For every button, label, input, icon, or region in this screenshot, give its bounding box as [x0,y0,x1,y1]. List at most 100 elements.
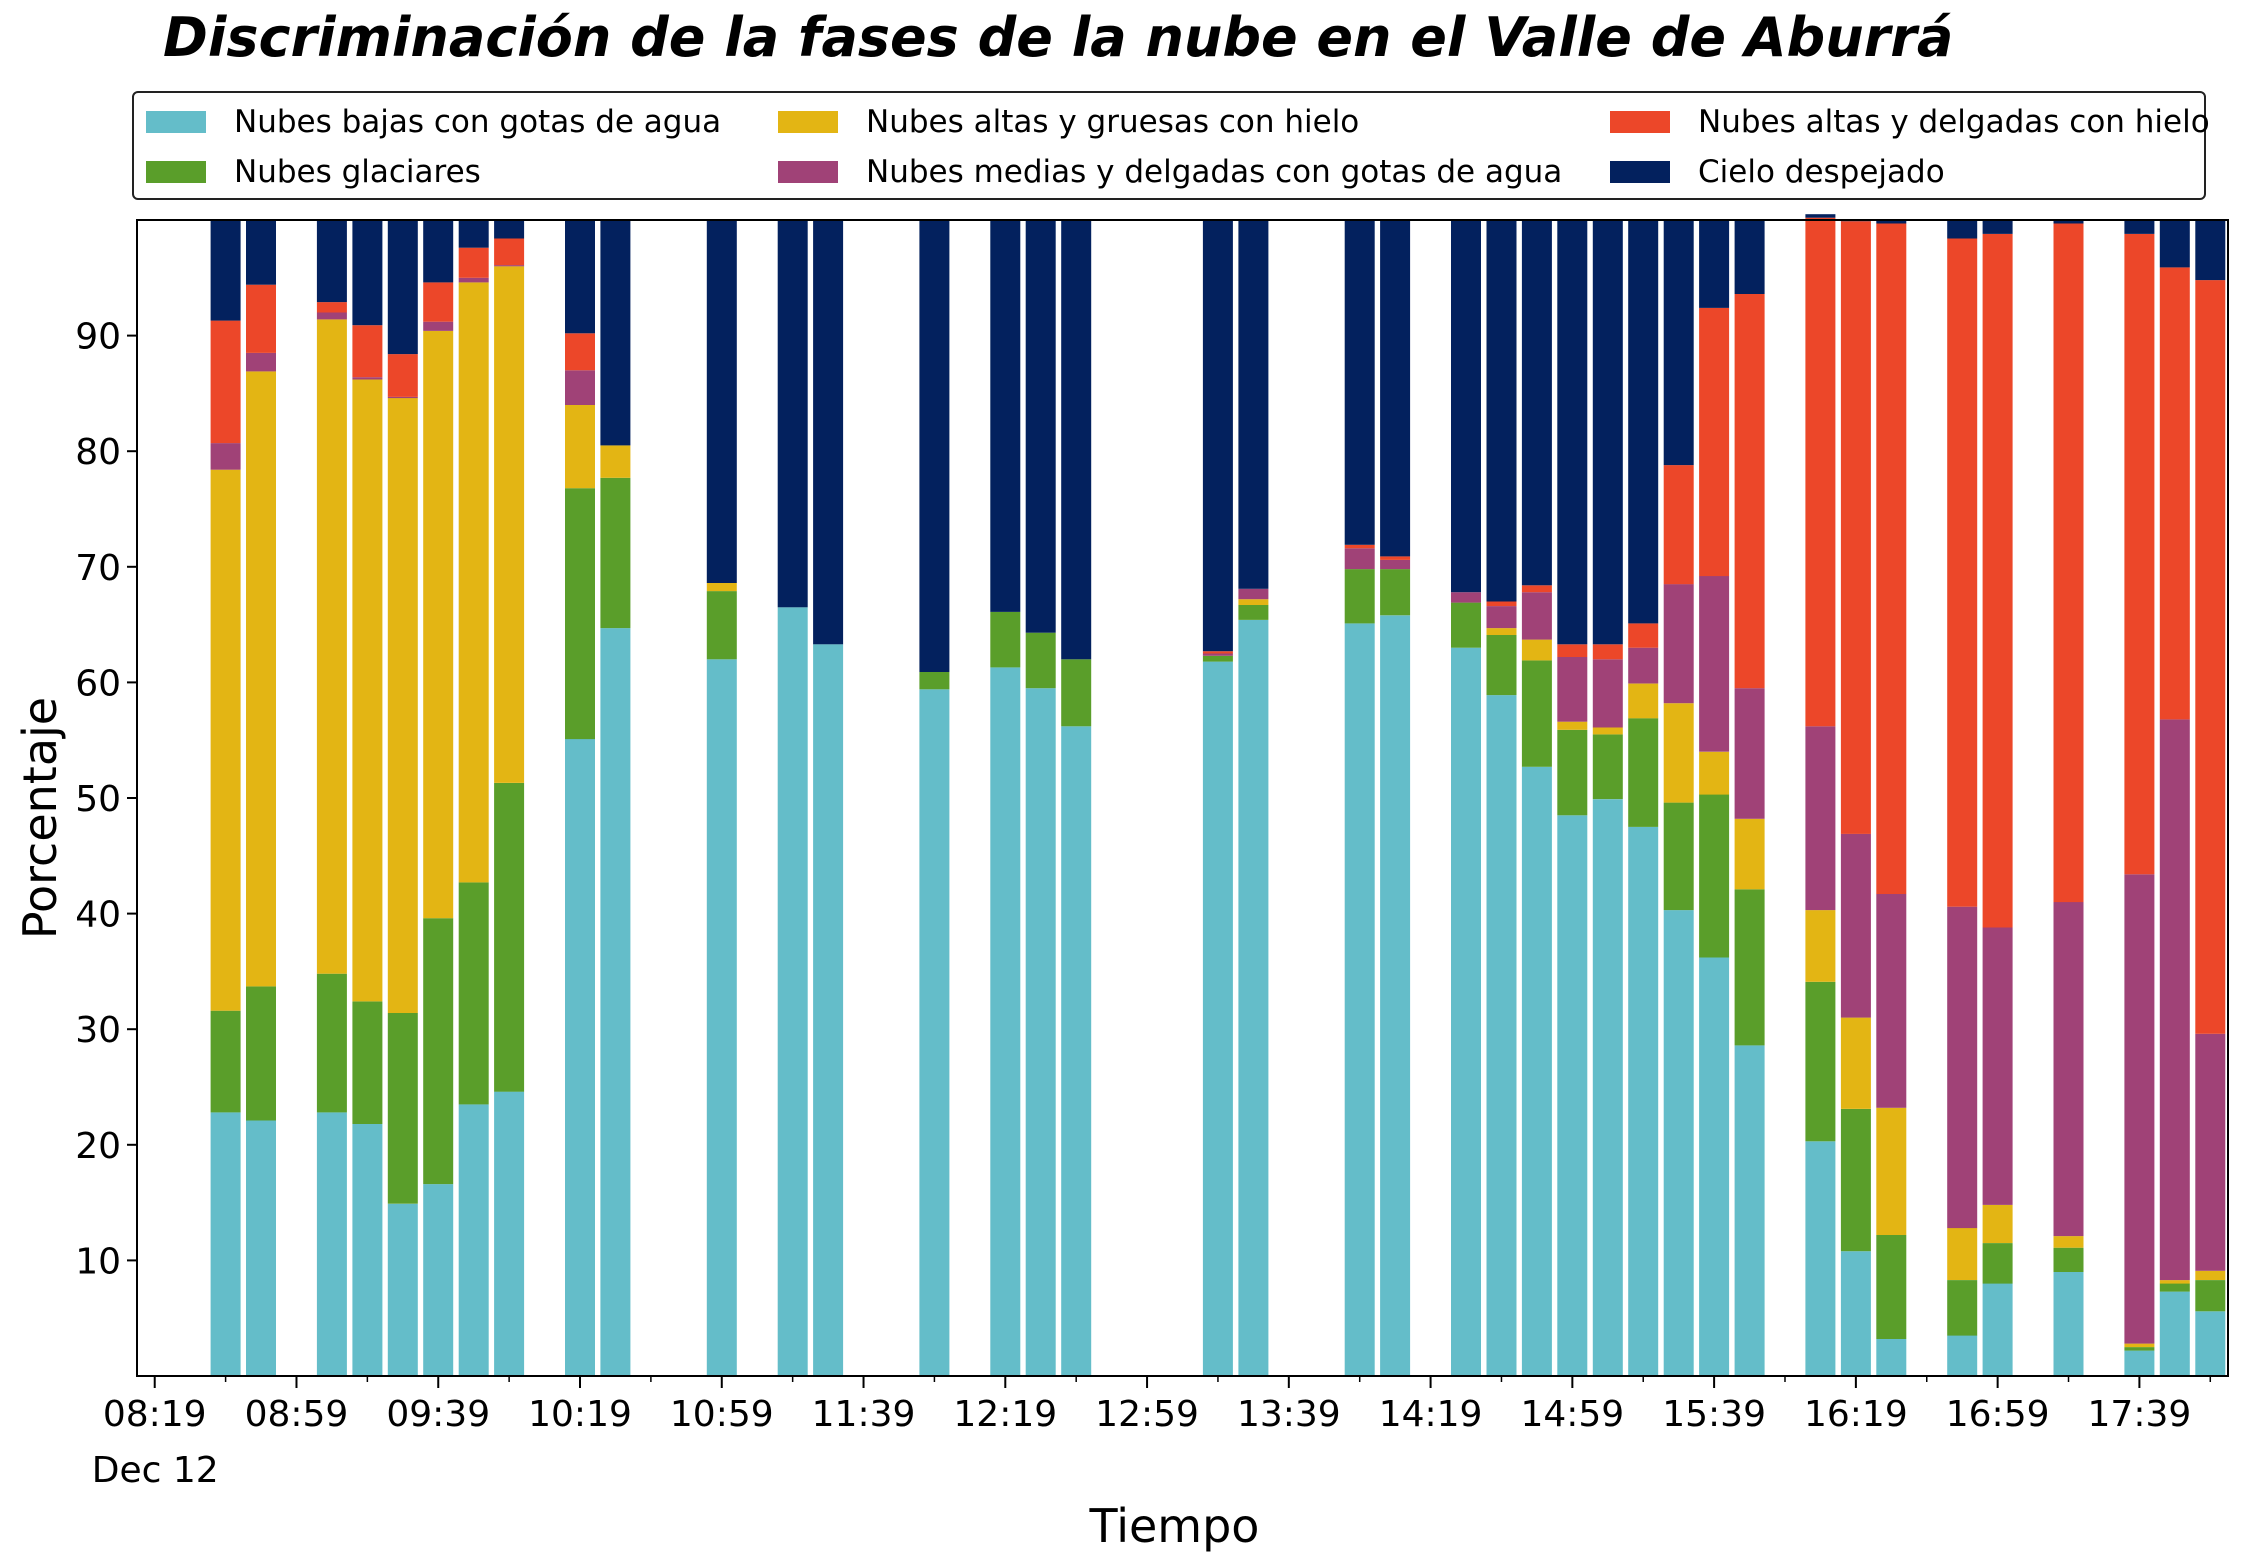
bar-segment [1592,659,1623,728]
bar-segment [423,282,454,322]
bar-segment [1486,220,1517,602]
bar-segment [458,220,489,248]
bar-segment [2124,220,2155,234]
bar-segment [2053,1236,2084,1248]
x-tick-label: 12:19 [953,1394,1057,1435]
bar-segment [1628,718,1659,827]
bar-segment [1947,1335,1978,1376]
bar-segment [1734,889,1765,1046]
y-axis: 10 20 30 40 50 60 70 80 90 [75,317,137,1282]
plot-frame [136,219,2229,1377]
bar-segment [352,220,383,326]
bar-segment [316,302,347,313]
bar-segment [1451,220,1481,593]
bar-segment [1699,576,1730,752]
bar-segment [423,220,454,283]
bar-segment [352,379,383,1002]
x-axis: 08:19 08:59 09:39 10:19 10:59 11:39 12:19 12:59… [103,1376,2212,1435]
bar-segment [210,220,241,321]
bar-segment [1592,644,1623,660]
bar-segment [1557,721,1588,730]
bar-segment [246,1120,276,1376]
bar-segment [1557,729,1588,816]
bar-segment [813,644,844,1376]
x-tick-label: 17:39 [2088,1394,2192,1435]
bar-segment [1557,815,1588,1376]
bar-segment [1380,556,1411,560]
bar-segment [352,377,383,380]
legend-item: Nubes altas y delgadas con hielo [1610,102,2210,142]
bar-segment [1663,910,1694,1376]
bar-segment [1628,623,1659,648]
bar-segment [1805,910,1836,982]
bar-segment [1947,1228,1978,1280]
legend-item: Nubes bajas con gotas de agua [146,102,721,142]
bar-segment [1805,214,1836,218]
bar-segment [565,333,595,371]
bar-segment [919,220,950,672]
y-tick-label: 60 [75,663,121,704]
bar-segment [210,1010,241,1113]
bar-segment [1451,592,1481,603]
bar-segment [2053,223,2084,903]
bar-segment [1628,826,1659,1376]
bar-segment [1486,606,1517,629]
legend-swatch [778,161,838,183]
legend-label: Cielo despejado [1698,154,1945,190]
bar-segment [1699,751,1730,795]
bar-segment [458,247,489,278]
bar-segment [1557,644,1588,657]
bar-segment [1380,615,1411,1376]
bar-segment [2195,280,2226,1034]
bar-segment [246,371,276,987]
x-tick-label: 10:19 [528,1394,632,1435]
bar-segment [777,607,808,1376]
legend-label: Nubes medias y delgadas con gotas de agu… [866,154,1563,190]
bar-segment [494,266,525,783]
bar-segment [1876,893,1907,1108]
bar-segment [1486,628,1517,635]
bar-segment [316,973,347,1113]
y-tick-label: 10 [75,1241,121,1282]
bar-segment [1947,220,1978,239]
bar-segment [1982,220,2013,234]
bar-segment [1876,220,1907,224]
bar-segment [423,918,454,1185]
bar-segment [1486,695,1517,1376]
legend-swatch [146,111,206,133]
bar-segment [2195,1033,2226,1271]
bar-segment [1663,584,1694,704]
legend-swatch [1610,161,1670,183]
bar-segment [1840,833,1871,1018]
x-tick-label: 08:19 [103,1394,207,1435]
bar-segment [2053,902,2084,1237]
bar-segment [1202,653,1233,656]
bar-segment [246,284,276,353]
bar-segment [352,325,383,378]
bar-segment [1663,802,1694,911]
bar-segment [1557,657,1588,722]
bar-segment [706,591,737,660]
bar-segment [1521,766,1552,1376]
bar-segment [1344,548,1375,570]
bar-segment [2195,1311,2226,1376]
bar-segment [316,1112,347,1376]
bar-segment [1734,1045,1765,1376]
legend-item: Nubes altas y gruesas con hielo [778,102,1359,142]
bar-segment [458,282,489,883]
bar-segment [1734,818,1765,890]
bar-segment [1699,794,1730,958]
bar-segment [494,238,525,266]
bar-segment [1025,220,1056,633]
y-tick-label: 90 [75,317,121,358]
bar-segment [1699,957,1730,1376]
bar-segment [1805,726,1836,911]
bar-segment [210,469,241,1011]
x-date-label: Dec 12 [92,1450,219,1491]
bar-segment [352,1001,383,1124]
bar-segment [1663,220,1694,466]
bar-segment [1982,1204,2013,1243]
bar-segment [1699,307,1730,577]
x-tick-label: 16:19 [1804,1394,1908,1435]
bar-segment [316,220,347,303]
